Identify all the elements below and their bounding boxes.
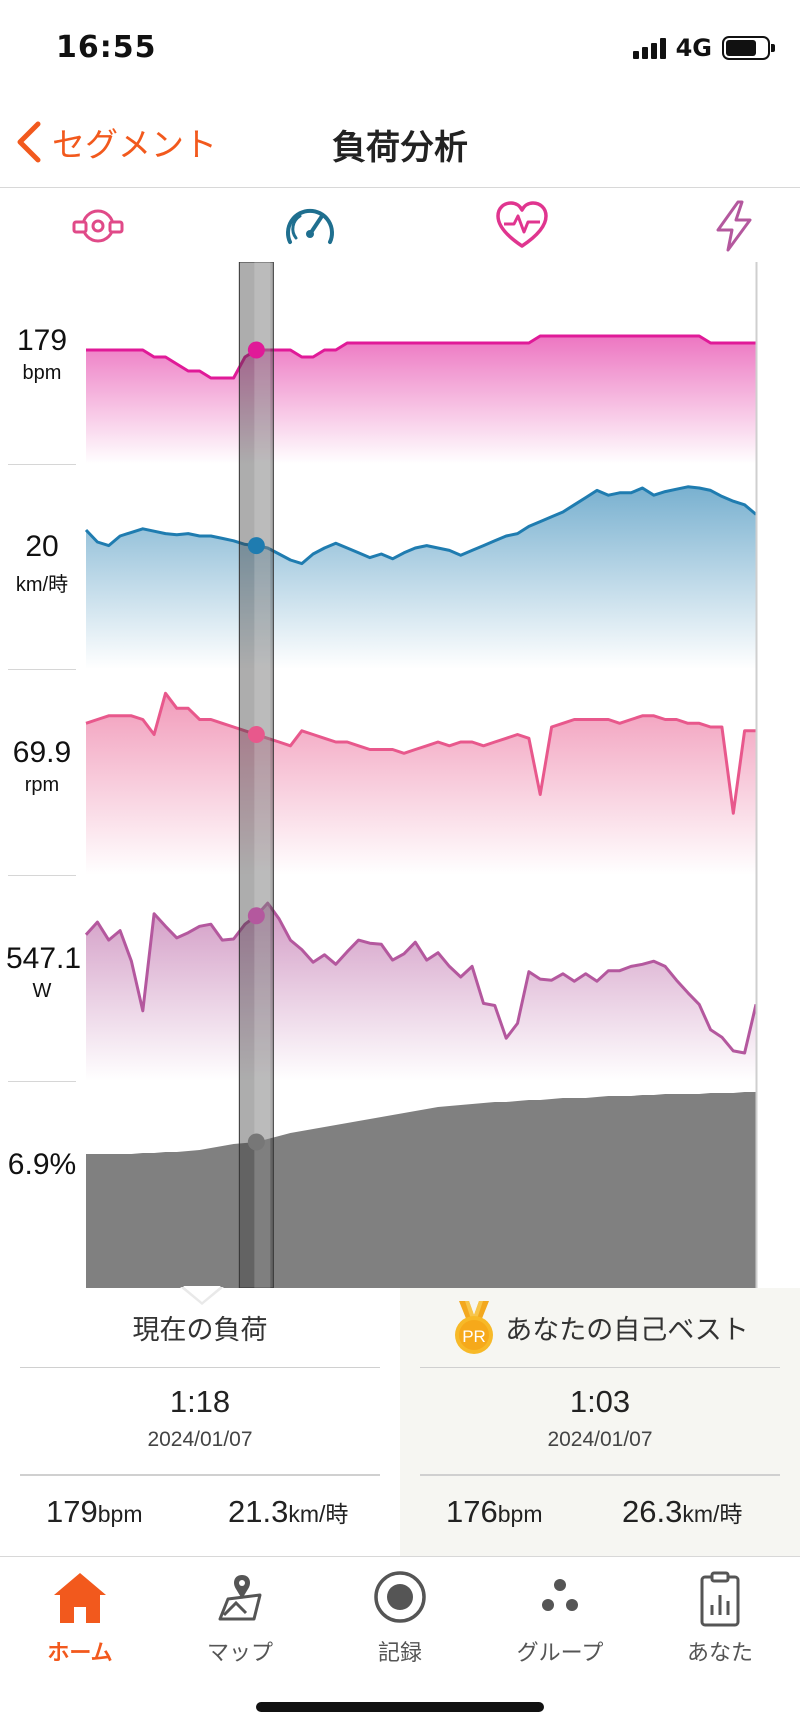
- heart-rate-icon[interactable]: [494, 198, 550, 254]
- axis-label-power: 547.1 W: [6, 942, 82, 1003]
- load-analysis-chart[interactable]: 179 bpm 20 km/時 69.9 rpm 547.1 W 6.9%: [0, 262, 800, 1288]
- series-line: [86, 334, 756, 380]
- personal-best-title: あなたの自己ベスト: [505, 1315, 749, 1346]
- series-area-W: [86, 903, 756, 1081]
- current-load-card[interactable]: 現在の負荷 1:18 2024/01/07 179bpm 21.3km/時: [0, 1288, 400, 1556]
- best-speed: 26.3km/時: [622, 1494, 742, 1530]
- best-speed-unit: km/時: [682, 1501, 743, 1527]
- best-time: 1:03: [569, 1384, 631, 1419]
- divider: [420, 1474, 780, 1476]
- band-separator: [8, 464, 76, 465]
- home-indicator: [256, 1702, 544, 1712]
- tab-label: グループ: [516, 1641, 604, 1666]
- cursor-point: [247, 341, 265, 359]
- tab-label: 記録: [377, 1641, 422, 1666]
- current-speed-value: 21.3: [228, 1494, 289, 1529]
- page-title: 負荷分析: [332, 128, 468, 168]
- series-area-bpm: [86, 336, 756, 464]
- back-button[interactable]: セグメント: [16, 118, 217, 166]
- status-time: 16:55: [56, 30, 157, 65]
- back-label: セグメント: [52, 125, 217, 164]
- chevron-left-icon: [17, 121, 41, 163]
- speedometer-icon[interactable]: [282, 198, 338, 254]
- current-bpm: 179bpm: [46, 1494, 142, 1530]
- cursor-point: [247, 537, 265, 555]
- axis-unit: km/時: [15, 574, 69, 596]
- current-bpm-value: 179: [46, 1494, 98, 1529]
- map-icon: [218, 1575, 262, 1621]
- current-load-title: 現在の負荷: [132, 1315, 268, 1346]
- power-icon[interactable]: [706, 198, 762, 254]
- battery-icon: [722, 36, 775, 60]
- current-date: 2024/01/07: [147, 1428, 253, 1451]
- axis-value: 20: [25, 530, 59, 563]
- personal-best-card[interactable]: PR あなたの自己ベスト 1:03 2024/01/07 176bpm 26.3…: [400, 1288, 800, 1556]
- time-scrubber-highlight: [254, 262, 271, 1288]
- tab-record[interactable]: 記録: [320, 1569, 480, 1667]
- best-bpm-value: 176: [446, 1494, 498, 1529]
- axis-label-bpm: 179 bpm: [6, 324, 78, 385]
- band-separator: [8, 875, 76, 876]
- time-scrubber[interactable]: [238, 262, 274, 1288]
- series-area-grade_pct: [86, 1092, 756, 1288]
- current-speed-unit: km/時: [288, 1501, 349, 1527]
- compare-panel: 現在の負荷 1:18 2024/01/07 179bpm 21.3km/時 PR…: [0, 1286, 800, 1556]
- axis-label-cadence: 69.9 rpm: [6, 736, 78, 797]
- axis-label-grade: 6.9%: [2, 1148, 82, 1182]
- band-separator: [8, 1081, 76, 1082]
- best-date: 2024/01/07: [547, 1428, 653, 1451]
- best-bpm: 176bpm: [446, 1494, 542, 1530]
- personal-best-header: PR あなたの自己ベスト: [420, 1288, 780, 1368]
- tab-label: マップ: [206, 1641, 273, 1666]
- series-line: [84, 485, 757, 566]
- battery-fill: [726, 40, 756, 56]
- axis-unit: W: [32, 980, 52, 1002]
- cadence-icon[interactable]: [70, 198, 126, 254]
- cursor-pointer-inner: [183, 1286, 221, 1302]
- tab-map[interactable]: マップ: [160, 1569, 320, 1667]
- profile-icon: [700, 1571, 740, 1627]
- axis-value: 6.9%: [7, 1148, 77, 1181]
- tab-label: あなた: [686, 1641, 753, 1666]
- series-area-km: [86, 486, 756, 669]
- home-icon: [54, 1573, 106, 1623]
- chart-canvas[interactable]: [0, 262, 800, 1288]
- current-speed: 21.3km/時: [228, 1494, 348, 1530]
- axis-value: 69.9: [12, 736, 72, 769]
- status-indicators: 4G: [632, 34, 775, 62]
- axis-label-speed: 20 km/時: [6, 530, 78, 597]
- tab-group[interactable]: グループ: [480, 1569, 640, 1667]
- cursor-point: [247, 1133, 265, 1151]
- current-bpm-unit: bpm: [97, 1501, 143, 1527]
- axis-value: 179: [16, 324, 68, 357]
- current-time: 1:18: [169, 1384, 231, 1419]
- divider: [20, 1474, 380, 1476]
- pr-badge-text: PR: [462, 1327, 486, 1346]
- cursor-point: [247, 726, 265, 743]
- tab-profile[interactable]: あなた: [640, 1569, 800, 1667]
- status-bar: 16:55 4G: [0, 0, 800, 100]
- tab-home[interactable]: ホーム: [0, 1569, 160, 1667]
- best-speed-value: 26.3: [622, 1494, 683, 1529]
- pr-medal-icon: PR: [455, 1300, 494, 1354]
- band-separator: [8, 669, 76, 670]
- network-label: 4G: [675, 34, 712, 62]
- series-line: [85, 691, 756, 815]
- signal-icon: [632, 37, 666, 59]
- axis-unit: rpm: [24, 774, 60, 796]
- group-icon: [542, 1579, 578, 1611]
- axis-value: 547.1: [6, 942, 82, 975]
- tab-label: ホーム: [47, 1641, 113, 1666]
- axis-unit: bpm: [22, 362, 62, 384]
- nav-header: セグメント 負荷分析: [0, 100, 800, 188]
- record-icon: [374, 1571, 426, 1623]
- metric-icon-row: [0, 190, 800, 262]
- cursor-point: [247, 907, 265, 925]
- current-load-header: 現在の負荷: [20, 1288, 380, 1368]
- best-bpm-unit: bpm: [497, 1501, 543, 1527]
- series-line: [84, 901, 758, 1055]
- series-area-rpm: [86, 693, 756, 875]
